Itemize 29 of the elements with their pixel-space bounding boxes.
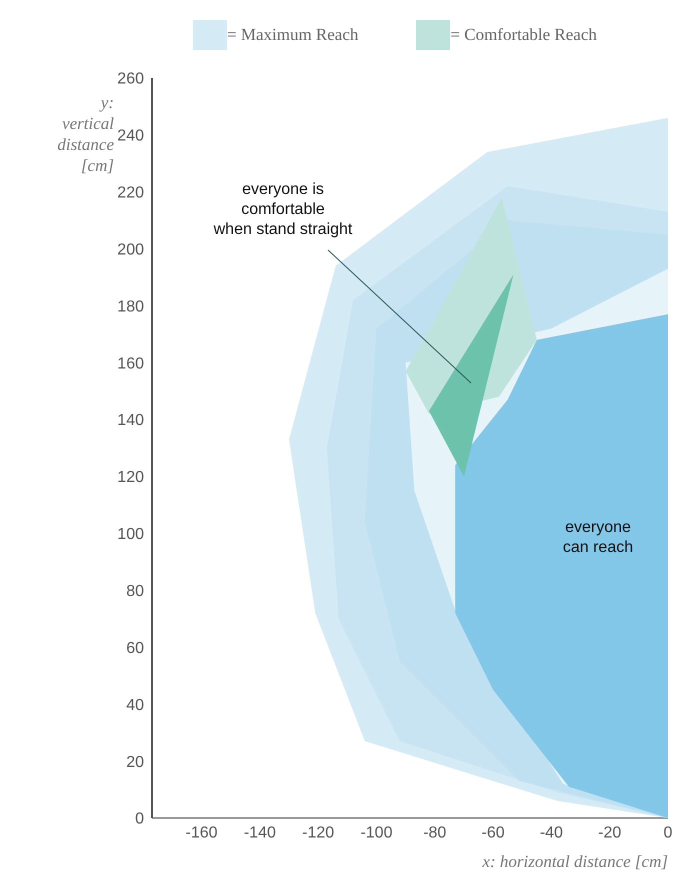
x-tick-label: 0 [664, 824, 673, 842]
x-tick-label: -20 [598, 824, 622, 842]
annotation: everyone is comfortable when stand straight [212, 180, 354, 240]
y-tick-label: 240 [117, 128, 144, 145]
y-tick-label: 120 [117, 469, 144, 486]
y-tick-label: 200 [117, 241, 144, 258]
y-tick-label: 180 [117, 298, 144, 316]
x-tick-label: -80 [423, 824, 446, 842]
x-tick-label: -60 [482, 824, 505, 842]
x-tick-label: -140 [244, 824, 276, 842]
y-tick-label: 220 [117, 184, 144, 202]
y-tick-label: 20 [126, 754, 144, 771]
y-tick-label: 0 [135, 810, 144, 828]
legend-label: = Comfortable Reach [450, 25, 597, 45]
annotation: everyone can reach [562, 518, 634, 558]
y-tick-label: 80 [126, 582, 144, 600]
y-tick-label: 140 [117, 412, 144, 430]
x-tick-label: -120 [302, 824, 334, 842]
x-tick-label: -160 [186, 824, 218, 842]
y-tick-label: 160 [117, 355, 144, 372]
y-axis-title: y: vertical distance [cm] [56, 92, 114, 176]
x-axis-title: x: horizontal distance [cm] [481, 852, 668, 872]
x-tick-label: -40 [540, 824, 564, 842]
y-tick-label: 40 [126, 696, 144, 714]
legend-label: = Maximum Reach [227, 25, 358, 45]
y-tick-label: 60 [126, 640, 144, 657]
y-tick-label: 100 [117, 526, 144, 544]
y-tick-label: 260 [117, 70, 144, 88]
x-tick-label: -100 [360, 824, 393, 842]
